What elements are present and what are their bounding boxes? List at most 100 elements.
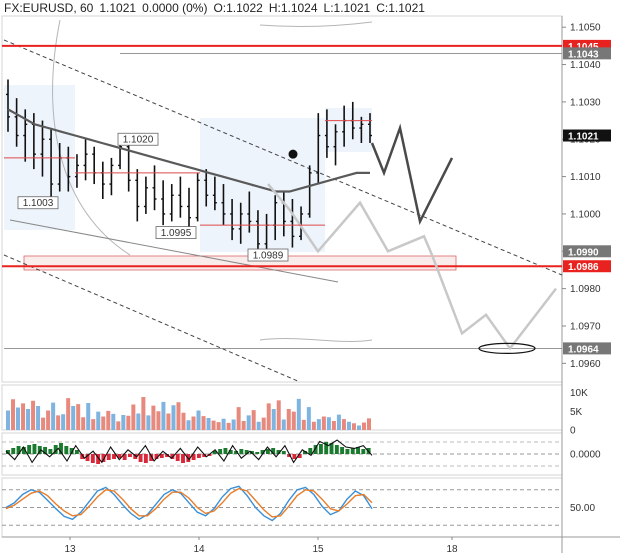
macd-histogram-bar [340, 447, 345, 454]
macd-histogram-bar [117, 454, 122, 458]
volume-bar [156, 411, 161, 430]
macd-histogram-bar [356, 447, 360, 454]
volume-bar [261, 417, 266, 430]
price-axis-tag-label: 1.0964 [568, 344, 599, 355]
price-annotation-box [155, 226, 197, 240]
volume-bar [326, 417, 331, 430]
macd-histogram-bar [218, 449, 223, 454]
macd-histogram-bar [318, 444, 323, 454]
volume-bar [176, 402, 181, 430]
moving-average-line [7, 108, 370, 193]
price-axis-tag [563, 129, 611, 142]
x-tick-label: 18 [446, 544, 458, 555]
macd-histogram-bar [345, 449, 350, 454]
macd-histogram-bar [59, 443, 63, 454]
volume-bar [291, 411, 296, 430]
volume-bar [86, 403, 91, 430]
price-axis-tag-label: 1.1021 [568, 132, 599, 143]
macd-histogram-bar [80, 454, 85, 459]
volume-bar [111, 413, 116, 430]
macd-histogram-bar [175, 454, 180, 461]
price-axis-tag [563, 342, 611, 355]
volume-bar [56, 415, 61, 430]
y-tick-label: 1.1010 [570, 172, 601, 183]
macd-histogram-bar [212, 451, 217, 454]
macd-histogram-bar [138, 454, 143, 462]
volume-bar [336, 414, 341, 430]
regression-curve [259, 338, 373, 342]
entry-marker [288, 149, 298, 159]
volume-bar [321, 416, 326, 430]
volume-bar [356, 425, 361, 430]
macd-histogram-bar [361, 449, 366, 454]
volume-bar [21, 403, 26, 430]
macd-histogram-bar [244, 450, 249, 454]
volume-bar [46, 410, 51, 430]
volume-bar [231, 419, 236, 430]
macd-histogram-bar [350, 448, 355, 454]
macd-histogram-bar [69, 448, 74, 454]
volume-bar [81, 417, 86, 430]
volume-bar [6, 410, 11, 430]
price-axis-tag [563, 47, 611, 60]
macd-histogram-bar [234, 451, 238, 454]
macd-histogram-bar [149, 454, 154, 461]
volume-bar [206, 418, 211, 430]
macd-histogram-bar [191, 454, 196, 460]
volume-bar [246, 415, 251, 430]
volume-bar [131, 404, 136, 430]
macd-tick-label: 0.0000 [570, 450, 601, 461]
volume-bar [276, 400, 281, 430]
price-axis-tag-label: 1.0990 [568, 247, 599, 258]
volume-bar [26, 409, 31, 430]
price-axis-tag-label: 1.1043 [568, 49, 599, 60]
macd-histogram-bar [101, 454, 106, 462]
macd-histogram-bar [64, 446, 69, 454]
volume-bar [31, 400, 36, 430]
high-value: H:1.1024 [268, 1, 318, 15]
stoch-tick-label: 50.00 [570, 503, 595, 514]
macd-histogram-bar [223, 448, 228, 454]
macd-histogram-bar [292, 454, 297, 459]
volume-bar [151, 405, 156, 430]
volume-bar [286, 409, 291, 430]
volume-bar [186, 420, 191, 430]
volume-bar [331, 421, 336, 430]
symbol-label[interactable]: FX:EURUSD, 60 [4, 1, 94, 15]
price-axis-tag [563, 245, 611, 258]
low-value: L:1.1021 [323, 1, 371, 15]
price-change: 0.0000 (0%) [142, 1, 208, 15]
volume-bar [91, 419, 96, 430]
macd-signal-line [5, 439, 373, 464]
macd-histogram-bar [11, 448, 16, 454]
volume-bar [181, 412, 186, 430]
volume-bar [116, 421, 121, 430]
macd-histogram-bar [128, 454, 132, 457]
volume-bar [51, 402, 56, 430]
macd-histogram-bar [122, 454, 127, 460]
macd-histogram-bar [228, 450, 233, 454]
price-annotation-box [247, 248, 289, 262]
volume-bar [191, 416, 196, 430]
macd-histogram-bar [96, 454, 101, 464]
macd-histogram-bar [48, 449, 53, 454]
macd-histogram-bar [43, 447, 48, 454]
volume-tick-label: 5K [570, 407, 583, 418]
projection-light-path [267, 183, 557, 351]
macd-histogram-bar [159, 454, 164, 458]
stochastic-line [5, 487, 373, 518]
macd-histogram-bar [334, 445, 339, 454]
macd-histogram-bar [16, 446, 21, 454]
macd-histogram-bar [281, 451, 286, 454]
y-tick-label: 1.1050 [570, 23, 601, 34]
volume-bar [96, 411, 101, 430]
macd-histogram-bar [32, 444, 37, 454]
open-value: O:1.1022 [213, 1, 263, 15]
volume-bar [361, 422, 366, 430]
macd-histogram-bar [308, 448, 313, 454]
price-annotation-label: 1.0995 [161, 228, 192, 239]
price-annotation-label: 1.0989 [253, 251, 284, 262]
macd-histogram-bar [324, 442, 329, 454]
y-tick-label: 1.1040 [570, 60, 601, 71]
volume-bar [196, 410, 201, 430]
